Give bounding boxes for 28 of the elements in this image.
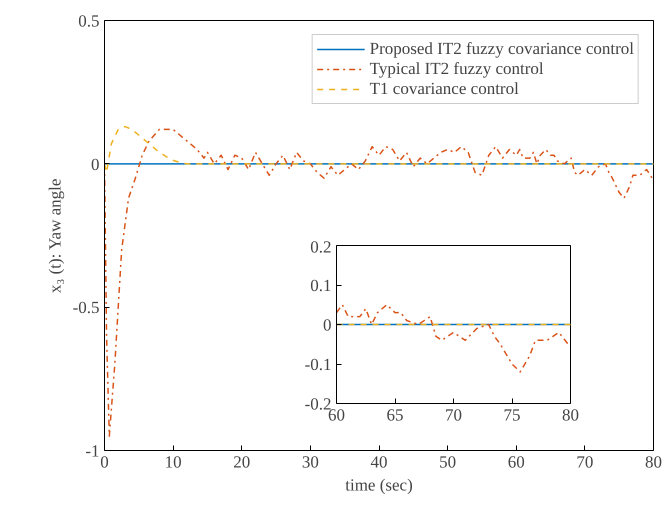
y-tick-label: -0.1	[304, 355, 332, 374]
line-series	[336, 304, 569, 373]
x-tick-label: 70	[445, 406, 462, 424]
x-tick-label: 60	[508, 452, 525, 472]
y-tick-label: -0.5	[72, 298, 100, 318]
x-tick-label: 40	[370, 452, 388, 472]
x-tick-label: 10	[164, 452, 182, 472]
y-tick-label: 0.2	[310, 238, 332, 256]
x-tick-label: 20	[233, 452, 250, 472]
legend-label: T1 covariance control	[370, 79, 519, 99]
x-tick-label: 80	[645, 452, 662, 472]
legend-label: Proposed IT2 fuzzy covariance control	[370, 39, 634, 59]
y-tick-label: 0	[323, 316, 332, 334]
x-tick-label: 80	[562, 406, 579, 424]
y-tick-label: 0	[91, 154, 100, 174]
x-tick-label: 50	[439, 452, 456, 472]
y-tick-label: 0.1	[310, 276, 332, 295]
y-tick-label: -1	[85, 442, 100, 460]
line-series	[104, 128, 653, 437]
legend-label: Typical IT2 fuzzy control	[370, 59, 544, 79]
y-axis-title: x₃ (t): Yaw angle	[46, 178, 65, 294]
x-tick-label: 65	[386, 406, 404, 424]
x-tick-label: 30	[302, 452, 319, 472]
x-tick-label: 60	[328, 406, 345, 424]
x-tick-label: 70	[576, 452, 594, 472]
y-tick-label: 0.5	[78, 12, 100, 30]
x-axis-title: time (sec)	[345, 476, 413, 494]
x-tick-label: 75	[504, 406, 520, 424]
